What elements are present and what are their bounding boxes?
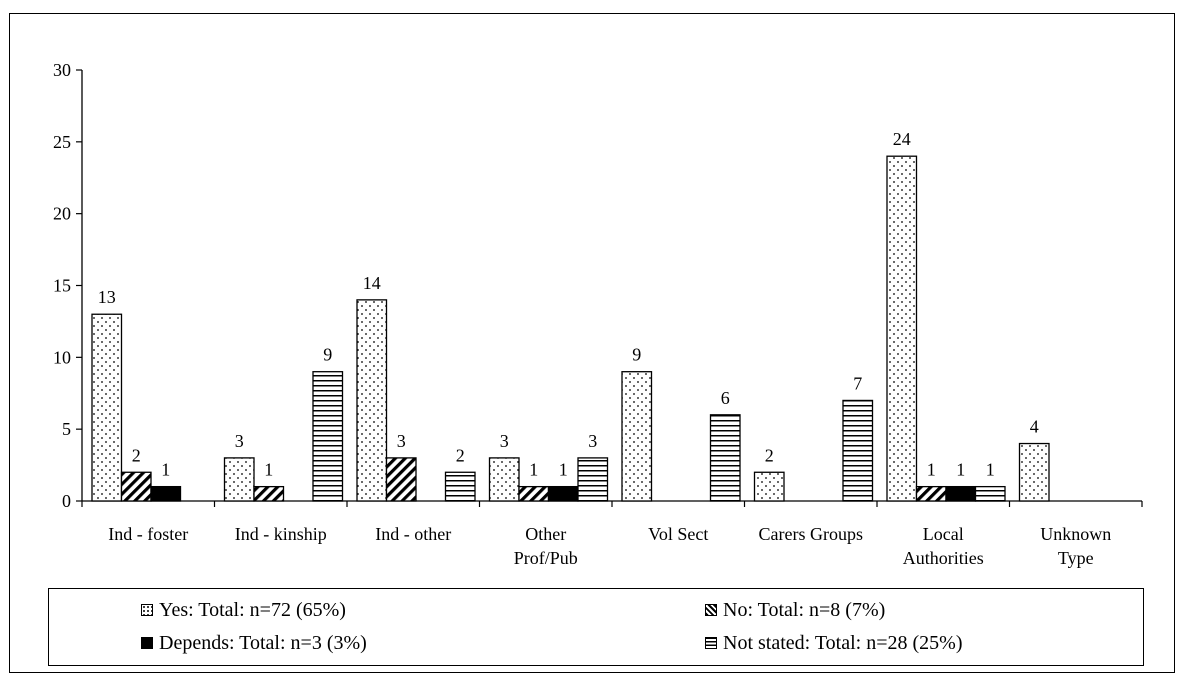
- x-tick-label: Ind - kinship: [235, 524, 327, 544]
- bar-horizontal: [577, 457, 609, 502]
- bars: [91, 155, 1050, 502]
- x-tick-label: Type: [1058, 548, 1094, 568]
- bar-dots: [753, 471, 785, 502]
- bar-dots: [621, 371, 653, 502]
- bar-value-label: 3: [588, 431, 597, 451]
- bar-horizontal: [709, 414, 741, 502]
- bar-dots: [886, 155, 918, 502]
- bar-diagonal: [253, 485, 285, 502]
- bar-dots: [488, 457, 520, 502]
- bar-value-label: 13: [98, 287, 116, 307]
- bar-value-label: 9: [323, 345, 332, 365]
- bar-value-label: 1: [956, 460, 965, 480]
- bar-value-label: 6: [721, 388, 730, 408]
- bar-value-label: 2: [132, 445, 141, 465]
- legend-item-solid: Depends: Total: n=3 (3%): [141, 631, 367, 655]
- bar-dots: [356, 299, 388, 502]
- bar-diagonal: [385, 457, 417, 502]
- legend-swatch-horizontal: [705, 637, 717, 649]
- legend-label: Yes: Total: n=72 (65%): [159, 599, 346, 621]
- legend-swatch-diagonal: [705, 604, 717, 616]
- bar-horizontal: [842, 399, 874, 502]
- x-tick-label: Vol Sect: [648, 524, 708, 544]
- bar-diagonal: [915, 485, 947, 502]
- bar-dots: [223, 457, 255, 502]
- x-tick-label: Unknown: [1040, 524, 1111, 544]
- x-tick-label: Local: [923, 524, 964, 544]
- bar-horizontal: [974, 485, 1006, 502]
- legend-label: Depends: Total: n=3 (3%): [159, 632, 367, 654]
- bar-value-label: 1: [529, 460, 538, 480]
- bar-value-label: 1: [986, 460, 995, 480]
- bar-dots: [91, 313, 123, 502]
- y-tick-label: 10: [53, 347, 71, 367]
- y-tick-label: 20: [53, 204, 71, 224]
- legend-swatch-solid: [141, 637, 153, 649]
- y-tick-label: 0: [62, 491, 71, 511]
- bar-solid: [547, 485, 579, 502]
- bar-horizontal: [312, 371, 344, 502]
- x-tick-label: Authorities: [903, 548, 984, 568]
- bar-value-label: 3: [235, 431, 244, 451]
- bar-value-label: 3: [397, 431, 406, 451]
- x-tick-label: Prof/Pub: [514, 548, 578, 568]
- y-tick-label: 5: [62, 419, 71, 439]
- bar-value-label: 1: [161, 460, 170, 480]
- bar-value-label: 1: [559, 460, 568, 480]
- legend: Yes: Total: n=72 (65%) No: Total: n=8 (7%…: [48, 588, 1144, 666]
- bar-diagonal: [120, 471, 152, 502]
- bar-value-label: 14: [363, 273, 381, 293]
- bar-solid: [945, 485, 977, 502]
- legend-label: Not stated: Total: n=28 (25%): [723, 632, 963, 654]
- bar-value-label: 9: [632, 345, 641, 365]
- legend-swatch-dots: [141, 604, 153, 616]
- bar-value-label: 24: [893, 129, 911, 149]
- x-tick-label: Ind - other: [375, 524, 451, 544]
- legend-item-horizontal: Not stated: Total: n=28 (25%): [705, 631, 962, 655]
- bar-dots: [1018, 442, 1050, 502]
- x-tick-label: Carers Groups: [759, 524, 863, 544]
- chart-frame: [9, 13, 1175, 673]
- x-tick-label: Ind - foster: [108, 524, 188, 544]
- y-tick-label: 25: [53, 132, 71, 152]
- bar-value-label: 1: [264, 460, 273, 480]
- x-tick-label: Other: [525, 524, 566, 544]
- y-tick-label: 30: [53, 60, 71, 80]
- bar-value-label: 4: [1030, 417, 1039, 437]
- bar-value-label: 2: [765, 445, 774, 465]
- bar-value-label: 2: [456, 445, 465, 465]
- legend-item-diagonal: No: Total: n=8 (7%): [705, 598, 885, 622]
- legend-label: No: Total: n=8 (7%): [723, 599, 886, 621]
- y-tick-label: 15: [53, 276, 71, 296]
- legend-item-dots: Yes: Total: n=72 (65%): [141, 598, 346, 622]
- bar-value-label: 7: [853, 373, 862, 393]
- bar-horizontal: [444, 471, 476, 502]
- bar-value-label: 1: [927, 460, 936, 480]
- bar-diagonal: [518, 485, 550, 502]
- bar-value-label: 3: [500, 431, 509, 451]
- bar-solid: [150, 485, 182, 502]
